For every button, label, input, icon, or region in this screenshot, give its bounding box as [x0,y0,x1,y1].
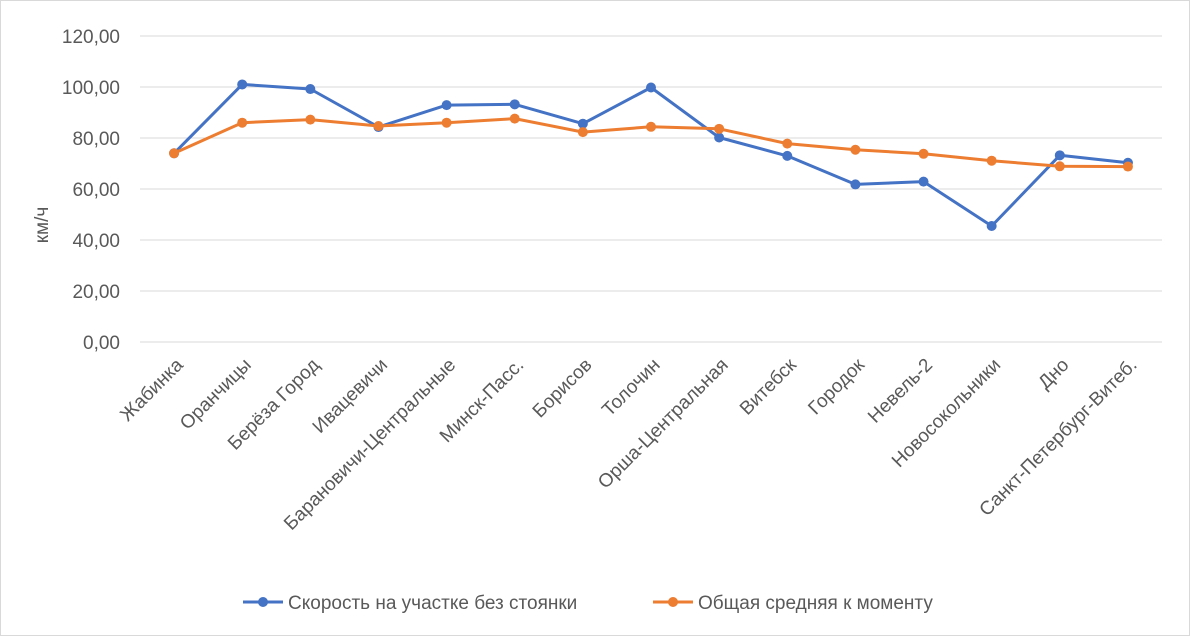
data-point [1054,150,1065,161]
data-point [169,148,180,159]
x-tick-label: Борисов [529,355,597,423]
x-tick-label: Орша-Центральная [594,355,732,493]
data-point [237,79,248,90]
data-point [237,117,248,128]
y-tick-label: 100,00 [62,78,120,99]
data-point [577,127,588,138]
legend-label: Скорость на участке без стоянки [288,593,577,614]
legend-item: Скорость на участке без стоянки [243,593,577,614]
data-point [1054,161,1065,172]
data-point [305,84,316,95]
data-point [373,121,384,132]
data-point [782,138,793,149]
data-point [850,179,861,190]
gridlines [140,35,1162,343]
legend-marker [668,597,678,607]
series-group [169,79,1133,231]
y-tick-label: 40,00 [72,231,120,252]
x-tick-label: Жабинка [116,354,187,425]
data-point [646,121,656,132]
y-tick-label: 60,00 [72,180,120,201]
x-tick-label: Городок [804,354,869,419]
x-tick-label: Витебск [736,354,801,419]
series-2 [169,113,1133,172]
series-line [172,82,1130,228]
legend-label: Общая средняя к моменту [698,593,933,614]
series-1 [169,79,1133,231]
x-tick-label: Невель-2 [864,355,937,428]
data-point [714,132,725,143]
y-tick-label: 20,00 [72,282,120,303]
legend-marker [258,597,268,607]
data-point [646,82,656,93]
x-tick-label: Толочин [598,355,664,421]
data-point [1122,161,1133,172]
y-tick-label: 80,00 [72,129,120,150]
data-point [441,117,452,128]
data-point [509,99,520,110]
data-point [986,220,997,231]
data-point [577,118,588,129]
y-axis-ticks: 0,00 20,00 40,00 60,00 80,00 100,00 120,00 [62,27,120,354]
legend: Скорость на участке без стоянки Общая сре… [243,593,933,614]
data-point [918,176,929,187]
data-point [918,148,929,159]
data-point [850,144,861,155]
data-point [305,114,316,125]
y-tick-label: 0,00 [83,333,120,354]
data-point [714,123,725,134]
x-tick-label: Дно [1034,355,1073,394]
y-tick-label: 120,00 [62,27,120,48]
y-axis-title: км/ч [32,207,53,244]
data-point [986,155,997,166]
data-point [509,113,520,124]
data-point [441,100,452,111]
legend-item: Общая средняя к моменту [653,593,933,614]
data-point [782,150,793,161]
